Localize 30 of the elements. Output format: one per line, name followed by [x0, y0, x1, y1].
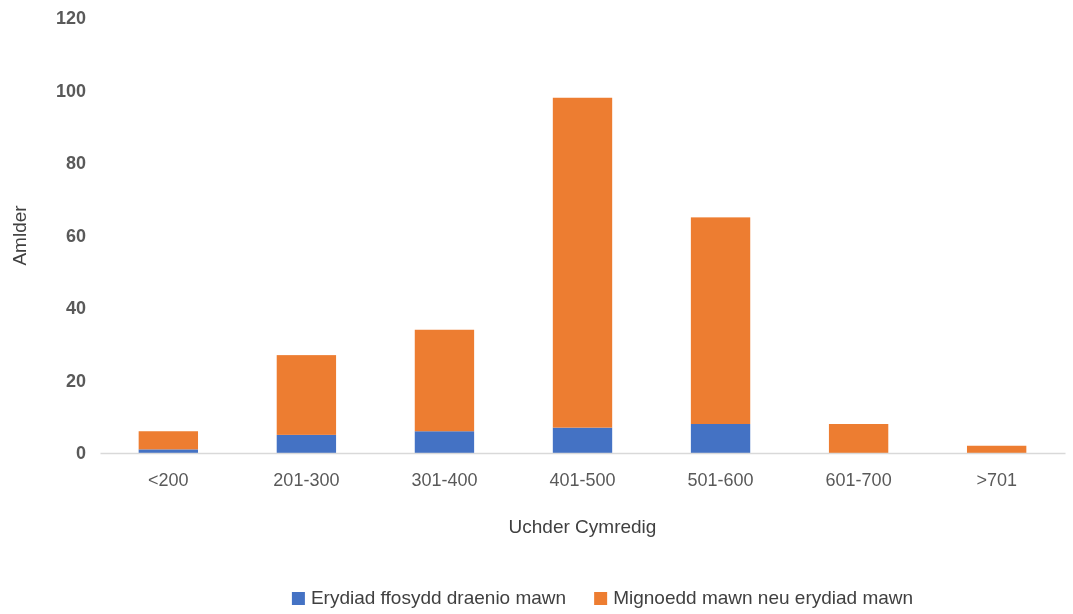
- bar: [414, 329, 475, 432]
- bar: [138, 431, 199, 450]
- y-tick-label: 60: [65, 225, 86, 246]
- y-tick-label: 80: [65, 153, 86, 174]
- y-tick-label: 100: [55, 80, 86, 101]
- bar: [552, 97, 613, 428]
- x-tick-label: <200: [148, 469, 189, 490]
- y-tick-label: 0: [75, 443, 86, 464]
- x-tick-label: 601-700: [825, 469, 892, 490]
- x-tick-label: 401-500: [549, 469, 616, 490]
- x-tick-label: 301-400: [411, 469, 478, 490]
- x-tick-label: 201-300: [273, 469, 340, 490]
- y-tick-label: 40: [65, 298, 86, 319]
- bar: [966, 445, 1027, 453]
- bar: [138, 449, 199, 453]
- bar: [414, 431, 475, 453]
- bar: [828, 424, 889, 453]
- legend-label: Erydiad ffosydd draenio mawn: [310, 587, 567, 608]
- y-tick-label: 20: [65, 370, 86, 391]
- x-tick-label: 501-600: [687, 469, 754, 490]
- bar: [276, 355, 337, 435]
- x-axis-title: Uchder Cymredig: [508, 516, 657, 537]
- bar: [276, 434, 337, 453]
- x-tick-label: >701: [976, 469, 1017, 490]
- legend-label: Mignoedd mawn neu erydiad mawn: [613, 587, 914, 608]
- y-tick-label: 120: [55, 8, 86, 29]
- bar: [552, 427, 613, 453]
- bar: [690, 424, 751, 453]
- y-axis-title: Amlder: [9, 204, 30, 266]
- bar: [690, 217, 751, 424]
